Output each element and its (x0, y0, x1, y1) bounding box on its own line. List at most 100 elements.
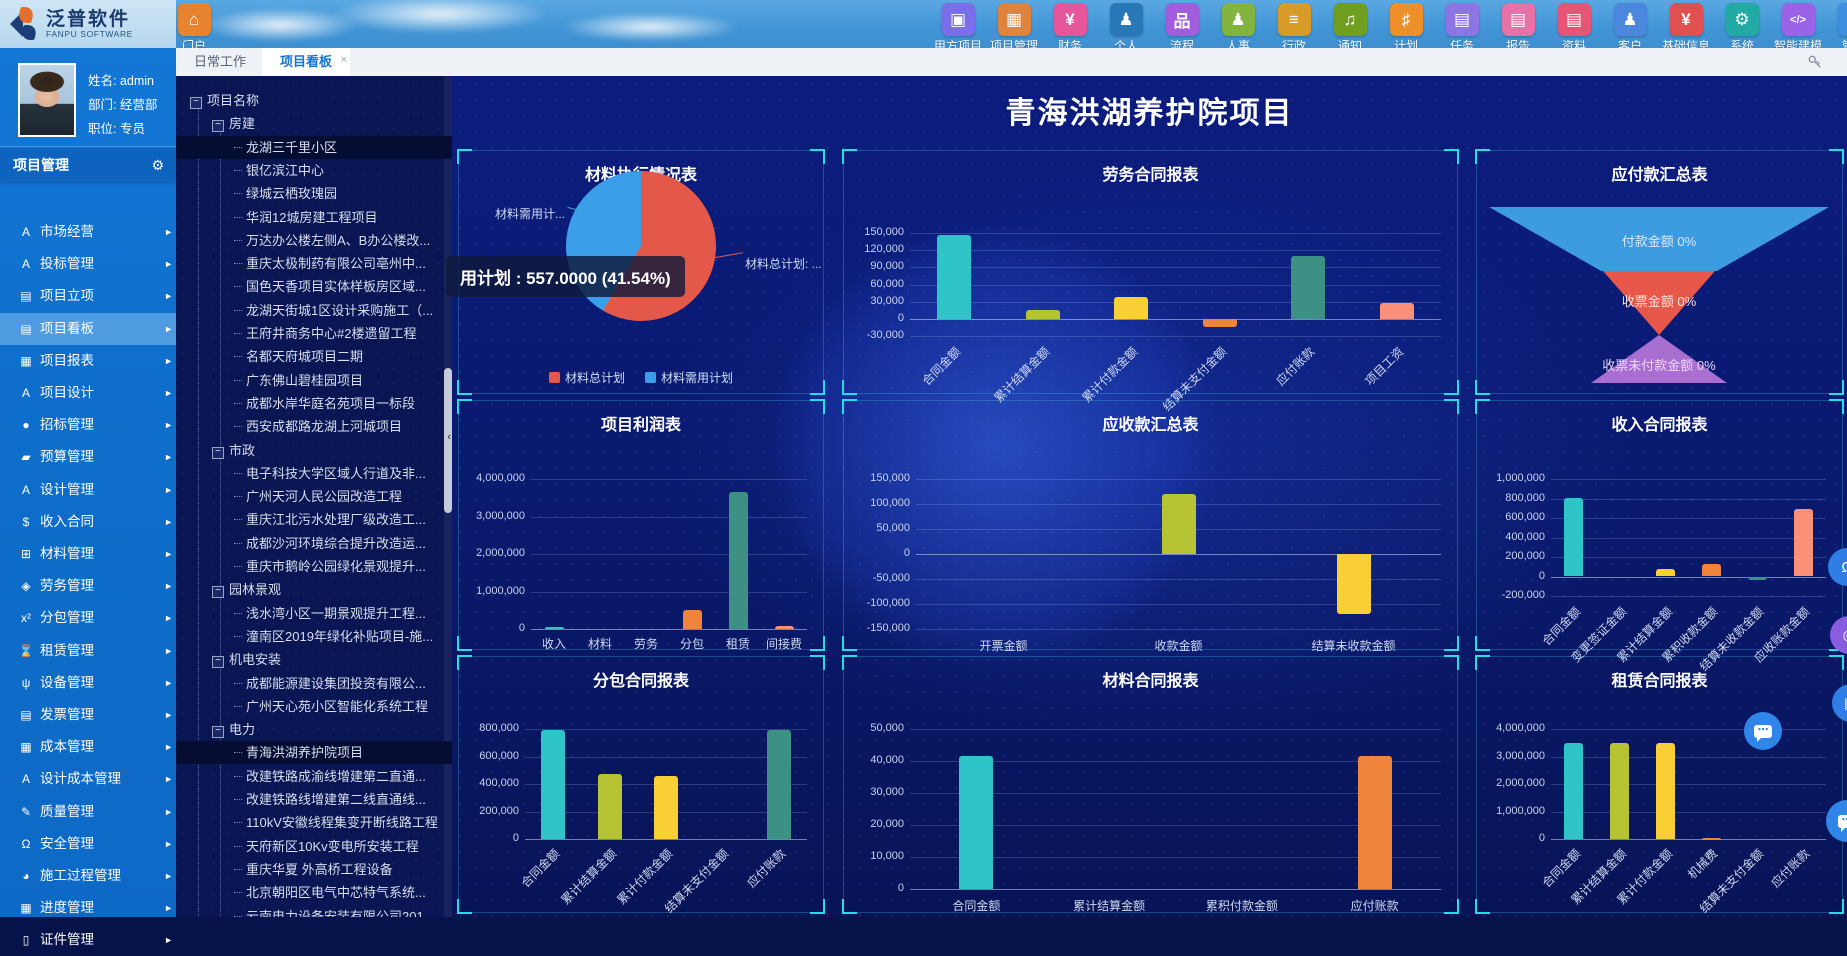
tree-node[interactable]: 电子科技大学区域人行道及非... (176, 462, 452, 485)
tree-node[interactable]: 银亿滨江中心 (176, 159, 452, 182)
nav-item-人事[interactable]: ♟人事 (1210, 3, 1266, 48)
bar-结算未支付金额[interactable] (1203, 319, 1237, 328)
tree-node[interactable]: 110kV安徽线程集变开断线路工程 (176, 811, 452, 834)
bar-累计结算金额[interactable] (1026, 310, 1060, 319)
tree-collapse-icon[interactable]: − (190, 97, 202, 109)
tree-group[interactable]: −项目名称 (176, 89, 452, 112)
tree-node[interactable]: 成都能源建设集团投资有限公... (176, 672, 452, 695)
tree-collapse-icon[interactable]: − (212, 120, 224, 132)
legend-item[interactable]: 材料总计划 (549, 369, 625, 386)
legend-item[interactable]: 材料需用计划 (645, 369, 733, 386)
tree-node[interactable]: 北京朝阳区电气中芯特气系统... (176, 881, 452, 904)
tree-node[interactable]: 云南电力设备安装有限公司201... (176, 905, 452, 918)
bar-结算未收款金额[interactable] (1337, 554, 1371, 614)
bar-累积收款金额[interactable] (1702, 564, 1721, 577)
tree-node[interactable]: 万达办公楼左侧A、B办公楼改... (176, 229, 452, 252)
tree-node[interactable]: 天府新区10Kv变电所安装工程 (176, 835, 452, 858)
nav-item-流程[interactable]: 品流程 (1154, 3, 1210, 48)
tree-collapse-icon[interactable]: − (212, 447, 224, 459)
tree-node[interactable]: 成都水岸华庭名苑项目一标段 (176, 392, 452, 415)
tree-collapse-icon[interactable]: − (212, 726, 224, 738)
tree-node[interactable]: 王府井商务中心#2楼遗留工程 (176, 322, 452, 345)
sidebar-item-材料管理[interactable]: ⊞材料管理► (0, 538, 176, 570)
sidebar-item-发票管理[interactable]: ▤发票管理► (0, 699, 176, 731)
tree-group[interactable]: −电力 (176, 718, 452, 741)
bar-累计付款金额[interactable] (1656, 743, 1675, 839)
tree-node[interactable]: 广州天心苑小区智能化系统工程 (176, 695, 452, 718)
tree-node[interactable]: 华润12城房建工程项目 (176, 206, 452, 229)
bar-应收账款金额[interactable] (1794, 509, 1813, 576)
sidebar-item-预算管理[interactable]: ▰预算管理► (0, 441, 176, 473)
tree-node[interactable]: 改建铁路成渝线增建第二直通... (176, 765, 452, 788)
sidebar-item-进度管理[interactable]: ▦进度管理► (0, 892, 176, 924)
bar-分包[interactable] (683, 610, 702, 629)
tree-node[interactable]: 绿城云栖玫瑰园 (176, 182, 452, 205)
bar-租赁[interactable] (729, 492, 748, 629)
sidebar-item-项目看板[interactable]: ▤项目看板► (0, 313, 176, 345)
bar-间接费[interactable] (775, 626, 794, 629)
nav-item-项目管理[interactable]: ▦项目管理 (986, 3, 1042, 48)
tree-node[interactable]: 名都天府城项目二期 (176, 345, 452, 368)
tree-node[interactable]: 重庆太极制药有限公司亳州中... (176, 252, 452, 275)
bar-应付账款[interactable] (1291, 256, 1325, 319)
sidebar-item-施工过程管理[interactable]: ◕施工过程管理► (0, 860, 176, 892)
tree-node[interactable]: 青海洪湖养护院项目 (176, 741, 452, 764)
nav-item-资料[interactable]: ▤资料 (1546, 3, 1602, 48)
sidebar-item-劳务管理[interactable]: ◈劳务管理► (0, 570, 176, 602)
sidebar-item-质量管理[interactable]: ✎质量管理► (0, 796, 176, 828)
bar-机械费[interactable] (1702, 838, 1721, 840)
bar-合同金额[interactable] (937, 235, 971, 319)
tree-node[interactable]: 改建铁路线增建第二线直通线... (176, 788, 452, 811)
tree-node[interactable]: 成都沙河环境综合提升改造运... (176, 532, 452, 555)
tree-collapse-icon[interactable]: − (212, 656, 224, 668)
nav-item-基础信息[interactable]: ¥基础信息 (1658, 3, 1714, 48)
tab-project-board[interactable]: 项目看板 × (262, 48, 350, 78)
tree-node[interactable]: 浅水湾小区一期景观提升工程... (176, 602, 452, 625)
nav-item-任务[interactable]: ▤任务 (1434, 3, 1490, 48)
sidebar-item-收入合同[interactable]: $收入合同► (0, 506, 176, 538)
password-key-icon[interactable] (1807, 54, 1823, 70)
bar-累计付款金额[interactable] (1114, 297, 1148, 319)
tree-node[interactable]: 西安成都路龙湖上河城项目 (176, 415, 452, 438)
chart-legend[interactable]: 材料总计划 材料需用计划 (459, 369, 823, 386)
bar-结算未收款金额[interactable] (1748, 577, 1767, 581)
bar-应付账款[interactable] (1358, 756, 1392, 889)
bar-合同金额[interactable] (1564, 743, 1583, 839)
tree-node[interactable]: 国色天香项目实体样板房区域... (176, 275, 452, 298)
nav-item-甲方项目[interactable]: ▣甲方项目 (930, 3, 986, 48)
tab-close-icon[interactable]: × (341, 46, 347, 74)
bar-合同金额[interactable] (541, 730, 565, 839)
funnel-chart[interactable]: 付款金额 0% 收票金额 0% 收票未付款金额 0% (1489, 207, 1829, 383)
bar-收款金额[interactable] (1162, 494, 1196, 554)
sidebar-item-招标管理[interactable]: ●招标管理► (0, 409, 176, 441)
nav-item-portal[interactable]: ⌂ 门户 (166, 3, 222, 48)
tree-node[interactable]: 龙湖天街城1区设计采购施工（... (176, 299, 452, 322)
sidebar-item-项目立项[interactable]: ▤项目立项► (0, 280, 176, 312)
tree-collapse-icon[interactable]: − (212, 586, 224, 598)
bar-合同金额[interactable] (959, 756, 993, 889)
nav-item-系统[interactable]: ⚙系统 (1714, 3, 1770, 48)
tree-node[interactable]: 重庆华夏 外高桥工程设备 (176, 858, 452, 881)
nav-item-个人[interactable]: ♟个人 (1098, 3, 1154, 48)
bar-项目工资[interactable] (1380, 303, 1414, 318)
bar-累计结算金额[interactable] (1610, 743, 1629, 839)
tree-node[interactable]: 潼南区2019年绿化补贴项目-施... (176, 625, 452, 648)
nav-item-报告[interactable]: ▤报告 (1490, 3, 1546, 48)
pie-chart[interactable] (566, 171, 716, 321)
bar-收入[interactable] (545, 627, 564, 629)
tree-node[interactable]: 重庆市鹅岭公园绿化景观提升... (176, 555, 452, 578)
tree-group[interactable]: −机电安装 (176, 648, 452, 671)
bar-累计付款金额[interactable] (654, 776, 678, 839)
collapse-panel-icon[interactable]: ‹ (447, 431, 451, 443)
